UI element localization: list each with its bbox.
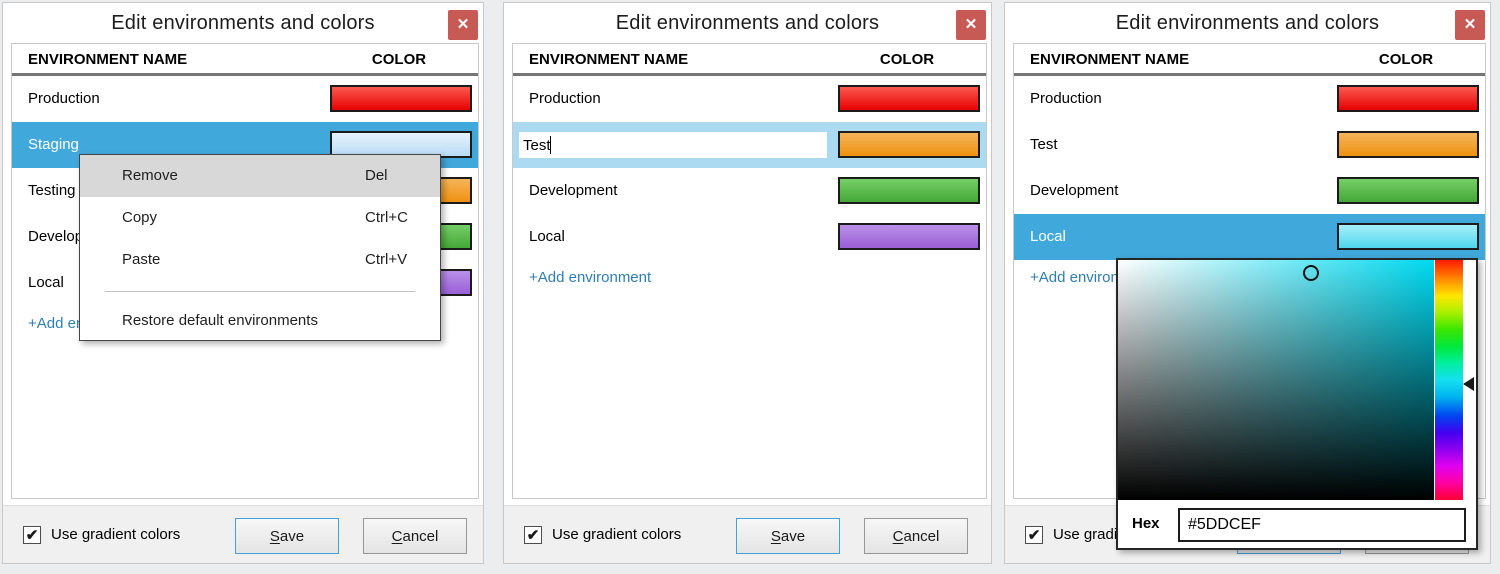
menu-item-restore-defaults[interactable]: Restore default environments	[122, 312, 318, 329]
menu-item-remove[interactable]: Remove Del	[80, 155, 440, 197]
gradient-colors-checkbox[interactable]: ✔	[1025, 526, 1043, 544]
row-local[interactable]: Local	[513, 214, 986, 260]
color-swatch-test[interactable]	[838, 131, 980, 158]
row-production[interactable]: Production	[12, 76, 478, 122]
column-environment-name: ENVIRONMENT NAME	[529, 51, 689, 68]
column-color: COLOR	[1378, 51, 1434, 68]
color-swatch-development[interactable]	[1337, 177, 1479, 204]
list-header: ENVIRONMENT NAME COLOR	[12, 44, 478, 76]
titlebar: Edit environments and colors ✕	[504, 3, 991, 43]
saturation-value-area[interactable]	[1118, 260, 1434, 500]
gradient-colors-label: Use gradient colors	[552, 526, 682, 543]
dialog-footer: ✔ Use gradient colors Save Cancel	[3, 505, 483, 563]
shortcut-ctrl-c: Ctrl+C	[365, 209, 408, 226]
column-environment-name: ENVIRONMENT NAME	[28, 51, 188, 68]
row-test-editing[interactable]	[513, 122, 986, 168]
color-swatch-test[interactable]	[1337, 131, 1479, 158]
color-swatch-production[interactable]	[838, 85, 980, 112]
row-production[interactable]: Production	[1014, 76, 1485, 122]
menu-item-copy[interactable]: Copy Ctrl+C	[80, 197, 440, 239]
row-development[interactable]: Development	[513, 168, 986, 214]
close-icon[interactable]: ✕	[1455, 10, 1485, 40]
shortcut-ctrl-v: Ctrl+V	[365, 251, 408, 268]
add-environment-row: +Add environment	[513, 260, 986, 296]
column-color: COLOR	[879, 51, 935, 68]
color-swatch-local[interactable]	[838, 223, 980, 250]
color-selection-marker[interactable]	[1303, 265, 1319, 281]
hex-value-input[interactable]	[1178, 508, 1466, 542]
edit-environments-dialog-3: Edit environments and colors ✕ ENVIRONME…	[1004, 2, 1491, 564]
gradient-colors-checkbox[interactable]: ✔	[524, 526, 542, 544]
column-environment-name: ENVIRONMENT NAME	[1030, 51, 1190, 68]
hue-slider[interactable]	[1435, 260, 1463, 500]
menu-item-paste[interactable]: Paste Ctrl+V	[80, 239, 440, 281]
color-swatch-development[interactable]	[838, 177, 980, 204]
dialog-title: Edit environments and colors	[111, 12, 375, 34]
dialog-title: Edit environments and colors	[615, 12, 880, 34]
save-button[interactable]: Save	[736, 518, 840, 554]
context-menu: Remove Del Copy Ctrl+C Paste Ctrl+V Rest…	[79, 154, 441, 341]
text-caret	[550, 136, 551, 154]
dialog-title: Edit environments and colors	[1115, 12, 1380, 34]
row-production[interactable]: Production	[513, 76, 986, 122]
cancel-button[interactable]: Cancel	[363, 518, 467, 554]
hue-slider-marker[interactable]	[1463, 377, 1474, 391]
column-color: COLOR	[371, 51, 427, 68]
list-header: ENVIRONMENT NAME COLOR	[513, 44, 986, 76]
hex-label: Hex	[1132, 515, 1160, 532]
shortcut-del: Del	[365, 167, 388, 184]
titlebar: Edit environments and colors ✕	[1005, 3, 1490, 43]
titlebar: Edit environments and colors ✕	[3, 3, 483, 43]
add-environment-link[interactable]: +Add environment	[529, 269, 652, 286]
environment-name-input[interactable]	[519, 132, 827, 158]
hex-row: Hex	[1118, 500, 1476, 548]
color-swatch-production[interactable]	[1337, 85, 1479, 112]
row-local-selected[interactable]: Local	[1014, 214, 1485, 260]
environment-list: ENVIRONMENT NAME COLOR Production Develo…	[512, 43, 987, 499]
row-test[interactable]: Test	[1014, 122, 1485, 168]
save-button[interactable]: Save	[235, 518, 339, 554]
edit-environments-dialog-1: Edit environments and colors ✕ ENVIRONME…	[2, 2, 484, 564]
menu-separator	[105, 291, 415, 292]
close-icon[interactable]: ✕	[956, 10, 986, 40]
color-swatch-production[interactable]	[330, 85, 472, 112]
list-header: ENVIRONMENT NAME COLOR	[1014, 44, 1485, 76]
close-icon[interactable]: ✕	[448, 10, 478, 40]
cancel-button[interactable]: Cancel	[864, 518, 968, 554]
row-development[interactable]: Development	[1014, 168, 1485, 214]
dialog-footer: ✔ Use gradient colors Save Cancel	[504, 505, 991, 563]
edit-environments-dialog-2: Edit environments and colors ✕ ENVIRONME…	[503, 2, 992, 564]
gradient-colors-checkbox[interactable]: ✔	[23, 526, 41, 544]
color-swatch-local[interactable]	[1337, 223, 1479, 250]
gradient-colors-label: Use gradient colors	[51, 526, 181, 543]
color-picker-popup: Hex	[1116, 258, 1478, 550]
